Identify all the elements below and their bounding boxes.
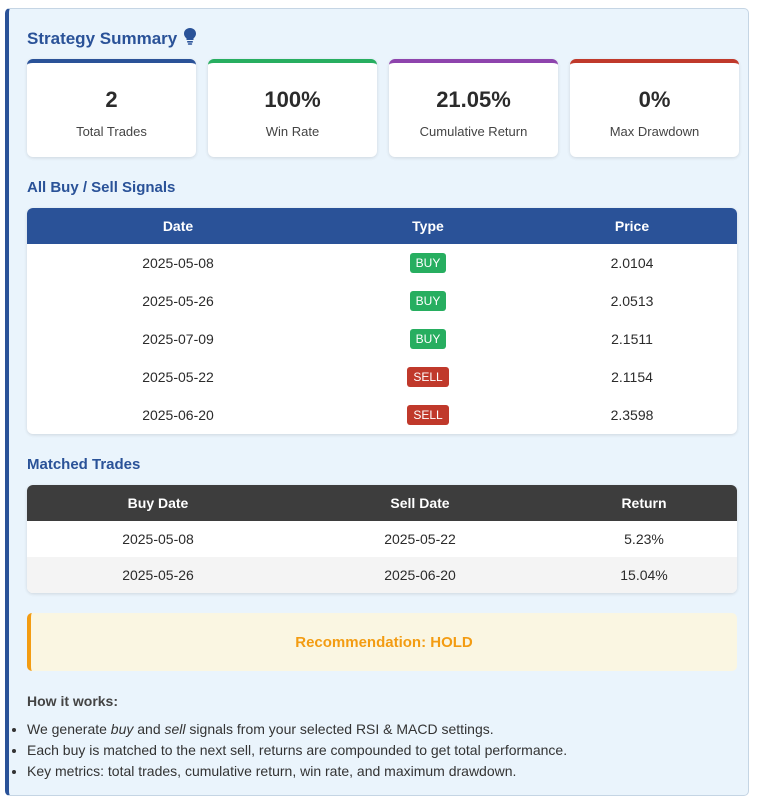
how-it-works-item: We generate buy and sell signals from yo…	[27, 719, 567, 740]
metric-card: 21.05% Cumulative Return	[389, 59, 558, 157]
recommendation-text: Recommendation: HOLD	[295, 633, 473, 651]
recommendation-box: Recommendation: HOLD	[27, 613, 737, 671]
signal-date: 2025-05-22	[142, 369, 214, 385]
sell-badge: SELL	[407, 367, 449, 387]
column-header: Sell Date	[390, 495, 450, 511]
column-header: Return	[621, 495, 667, 511]
how-it-works-item: Key metrics: total trades, cumulative re…	[27, 761, 567, 782]
matched-trades-table: Buy Date Sell Date Return 2025-05-08 2025-0…	[27, 485, 737, 593]
metric-value: 100%	[264, 87, 321, 112]
emphasis-text: sell	[164, 721, 186, 737]
how-it-works-list: We generate buy and sell signals from yo…	[9, 719, 567, 782]
table-row: 2025-07-09 BUY 2.1511	[27, 320, 737, 358]
column-header: Date	[162, 218, 194, 234]
metric-label: Win Rate	[265, 124, 320, 139]
strategy-summary-title: Strategy Summary	[27, 27, 197, 50]
item-text: We generate	[27, 721, 111, 737]
item-text: Key metrics: total trades, cumulative re…	[27, 763, 517, 779]
signal-date: 2025-06-20	[142, 407, 214, 423]
column-header: Price	[614, 218, 650, 234]
signal-type-cell: BUY	[329, 253, 527, 273]
strategy-summary-panel: Strategy Summary 2 Total Trades 100% Win Ra…	[5, 8, 749, 796]
column-header: Buy Date	[127, 495, 189, 511]
table-row: 2025-05-26 BUY 2.0513	[27, 282, 737, 320]
table-row: 2025-05-08 2025-05-22 5.23%	[27, 521, 737, 557]
item-text: signals from your selected RSI & MACD se…	[185, 721, 494, 737]
buy-date: 2025-05-26	[122, 567, 194, 583]
sell-date: 2025-05-22	[384, 531, 456, 547]
sell-badge: SELL	[407, 405, 449, 425]
buy-badge: BUY	[409, 291, 447, 311]
metric-value: 0%	[638, 87, 671, 112]
table-row: 2025-06-20 SELL 2.3598	[27, 396, 737, 434]
matched-trades-heading: Matched Trades	[27, 456, 141, 473]
metric-value: 21.05%	[436, 87, 511, 112]
emphasis-text: buy	[110, 721, 134, 737]
item-text: Each buy is matched to the next sell, re…	[27, 742, 568, 758]
lightbulb-icon	[183, 27, 197, 50]
trade-return: 5.23%	[624, 531, 664, 547]
column-header: Type	[412, 218, 444, 234]
table-row: 2025-05-22 SELL 2.1154	[27, 358, 737, 396]
metric-card: 0% Max Drawdown	[570, 59, 739, 157]
matched-trades-body: 2025-05-08 2025-05-22 5.23% 2025-05-26 2025-…	[27, 521, 737, 593]
metric-value: 2	[105, 87, 118, 112]
buy-badge: BUY	[409, 253, 447, 273]
signal-date: 2025-05-26	[142, 293, 214, 309]
signal-type-cell: BUY	[329, 329, 527, 349]
strategy-summary-title-text: Strategy Summary	[27, 28, 178, 48]
signals-table-header: Date Type Price	[27, 208, 737, 244]
matched-trades-header: Buy Date Sell Date Return	[27, 485, 737, 521]
metric-label: Total Trades	[76, 124, 147, 139]
signal-price: 2.1154	[611, 369, 653, 385]
signals-table-body: 2025-05-08 BUY 2.0104 2025-05-26 BUY 2.0513 20…	[27, 244, 737, 434]
metric-card: 2 Total Trades	[27, 59, 196, 157]
signal-price: 2.1511	[611, 331, 653, 347]
metric-label: Max Drawdown	[609, 124, 700, 139]
signals-heading: All Buy / Sell Signals	[27, 179, 176, 196]
signals-table: Date Type Price 2025-05-08 BUY 2.0104 2025-05…	[27, 208, 737, 434]
signal-price: 2.0104	[610, 255, 654, 271]
signal-date: 2025-05-08	[142, 255, 214, 271]
signal-price: 2.3598	[610, 407, 654, 423]
sell-date: 2025-06-20	[384, 567, 456, 583]
signal-price: 2.0513	[610, 293, 654, 309]
how-it-works-item: Each buy is matched to the next sell, re…	[27, 740, 567, 761]
metric-cards: 2 Total Trades 100% Win Rate 21.05% Cumulativ…	[27, 59, 739, 157]
signal-type-cell: SELL	[329, 405, 527, 425]
signal-date: 2025-07-09	[142, 331, 214, 347]
signal-type-cell: BUY	[329, 291, 527, 311]
buy-date: 2025-05-08	[122, 531, 194, 547]
how-it-works-title: How it works:	[27, 693, 119, 709]
table-row: 2025-05-26 2025-06-20 15.04%	[27, 557, 737, 593]
signal-type-cell: SELL	[329, 367, 527, 387]
metric-label: Cumulative Return	[419, 124, 528, 139]
table-row: 2025-05-08 BUY 2.0104	[27, 244, 737, 282]
trade-return: 15.04%	[620, 567, 668, 583]
metric-card: 100% Win Rate	[208, 59, 377, 157]
buy-badge: BUY	[409, 329, 447, 349]
item-text: and	[133, 721, 165, 737]
